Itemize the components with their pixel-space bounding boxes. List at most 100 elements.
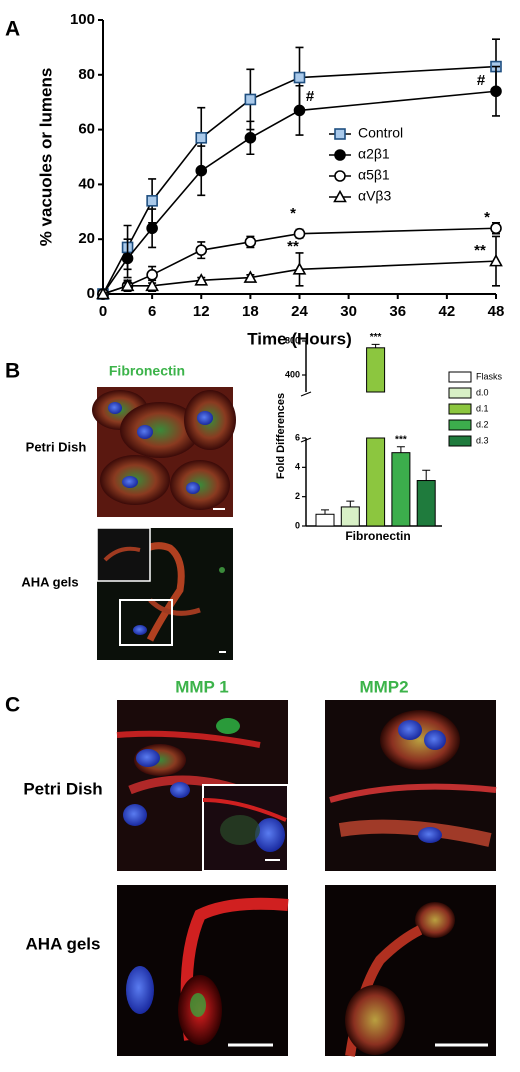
row-label: Petri Dish — [26, 439, 87, 454]
marker — [146, 222, 158, 235]
row-label: Petri Dish — [23, 779, 102, 798]
error-bar — [422, 469, 431, 481]
y-tick-label: 60 — [78, 121, 95, 138]
x-tick-label: 48 — [488, 303, 505, 320]
x-tick-label: 42 — [439, 303, 456, 320]
marker — [146, 195, 158, 207]
annotation: * — [290, 205, 296, 222]
marker — [121, 252, 134, 265]
column-label: MMP 1 — [175, 677, 229, 696]
micrograph — [117, 885, 289, 1056]
y-tick-label: 2 — [295, 491, 300, 501]
legend-label: d.3 — [476, 435, 489, 445]
marker — [490, 222, 502, 235]
panel-label: C — [5, 694, 20, 717]
x-axis-title: Time (Hours) — [247, 329, 352, 348]
annotation: # — [477, 72, 486, 89]
error-bar — [396, 446, 405, 453]
marker — [194, 273, 209, 286]
x-tick-label: 36 — [389, 303, 406, 320]
legend-label: α2β1 — [358, 146, 390, 162]
bar — [315, 513, 335, 527]
micrograph — [96, 527, 233, 660]
y-axis-title: Fold Differences — [275, 393, 287, 479]
legend-label: Flasks — [476, 371, 503, 381]
row-label: AHA gels — [21, 574, 78, 589]
marker — [293, 104, 306, 117]
marker — [293, 71, 306, 84]
error-bar — [371, 343, 380, 348]
x-tick-label: 12 — [193, 303, 210, 320]
marker — [334, 170, 346, 182]
error-bar — [321, 509, 329, 515]
y-tick-label: 80 — [78, 66, 95, 83]
x-tick-label: 18 — [242, 303, 259, 320]
annotation: ** — [287, 238, 299, 255]
legend-swatch — [448, 435, 472, 447]
legend-swatch — [448, 387, 472, 399]
legend-label: d.2 — [476, 419, 489, 429]
marker — [244, 132, 257, 144]
micrograph — [92, 387, 236, 517]
marker — [195, 132, 208, 144]
marker — [195, 244, 208, 256]
legend-label: d.1 — [476, 403, 489, 413]
marker — [334, 128, 346, 140]
y-tick-label: 400 — [285, 369, 300, 379]
y-axis-title: % vacuoles or lumens — [36, 68, 55, 247]
x-tick-label: 6 — [148, 303, 156, 320]
legend-swatch — [448, 371, 472, 383]
legend-swatch — [448, 403, 472, 415]
marker — [195, 164, 208, 177]
panel-label: B — [5, 360, 20, 383]
legend-swatch — [448, 419, 472, 431]
column-label: MMP2 — [359, 677, 408, 696]
legend-label: αVβ3 — [358, 188, 391, 204]
annotation: ** — [474, 242, 486, 259]
legend-label: d.0 — [476, 387, 489, 397]
bar — [366, 347, 386, 393]
bar — [391, 452, 411, 527]
annotation: * — [484, 209, 490, 226]
y-tick-label: 40 — [78, 175, 95, 192]
micrograph — [325, 700, 497, 871]
image-title: Fibronectin — [109, 363, 185, 379]
annotation: # — [306, 88, 315, 105]
marker — [292, 262, 307, 275]
legend-label: α5β1 — [358, 167, 390, 183]
row-label: AHA gels — [26, 934, 101, 953]
marker — [490, 85, 502, 98]
x-tick-label: 0 — [99, 303, 107, 320]
marker — [244, 236, 257, 248]
panel-label: A — [5, 18, 20, 41]
y-tick-label: 0 — [87, 285, 95, 302]
marker — [146, 269, 158, 281]
y-tick-label: 800 — [285, 335, 300, 345]
error-bar — [346, 500, 355, 507]
marker — [489, 253, 503, 267]
micrograph — [116, 700, 289, 872]
bar — [366, 437, 386, 527]
marker — [96, 286, 110, 300]
marker — [334, 149, 346, 161]
marker — [333, 189, 347, 203]
y-tick-label: 6 — [295, 432, 300, 442]
y-tick-label: 4 — [295, 462, 300, 472]
x-tick-label: 24 — [291, 303, 308, 320]
bar — [340, 506, 360, 527]
bar — [416, 480, 436, 527]
y-tick-label: 20 — [78, 230, 95, 247]
marker — [293, 227, 306, 240]
y-tick-label: 0 — [295, 520, 300, 530]
x-axis-title: Fibronectin — [345, 529, 410, 543]
annotation: *** — [370, 332, 382, 343]
marker — [120, 278, 135, 292]
micrograph — [325, 885, 496, 1057]
legend-label: Control — [358, 125, 403, 141]
marker — [244, 93, 257, 106]
x-tick-label: 30 — [340, 303, 357, 320]
marker — [243, 270, 258, 283]
annotation: *** — [395, 434, 407, 445]
